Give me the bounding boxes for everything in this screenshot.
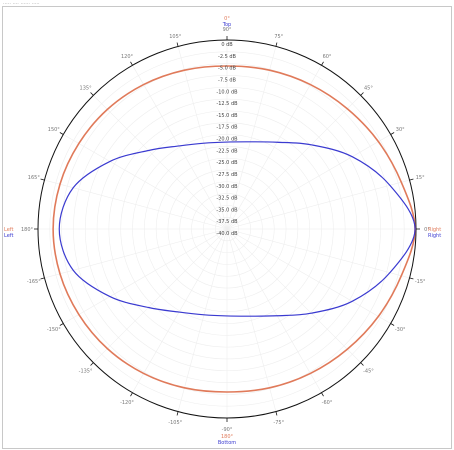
angle-tick-mark	[360, 362, 364, 366]
grid-spoke	[226, 134, 391, 230]
angle-tick-mark	[40, 178, 45, 181]
series-layer	[52, 65, 416, 393]
angle-tick-mark	[390, 132, 395, 135]
angle-tick-label: -45°	[363, 368, 374, 374]
angle-tick-label: 0°	[424, 227, 430, 233]
grid-spoke	[93, 95, 228, 230]
angle-tick-mark	[130, 61, 133, 66]
grid-spoke	[63, 228, 228, 324]
ring-label: -25.0 dB	[216, 160, 238, 166]
angle-tick-mark	[275, 42, 278, 47]
ring-label: -30.0 dB	[216, 184, 238, 190]
angle-tick-label: 180°	[21, 227, 34, 233]
ring-label: -22.5 dB	[216, 148, 238, 154]
angle-tick-mark	[59, 132, 64, 135]
angle-tick-label: -135°	[79, 368, 93, 374]
header-info: ····· ···· ······ ·····	[3, 1, 40, 7]
left-marker-a: Left	[4, 227, 13, 233]
angle-tick-mark	[59, 323, 64, 326]
grid-spoke	[226, 65, 322, 230]
angle-tick-label: -15°	[415, 279, 426, 285]
ring-label: -15.0 dB	[216, 113, 238, 119]
bottom-marker-a: 180°	[221, 434, 234, 440]
grid-spoke	[226, 228, 322, 393]
angle-tick-label: -30°	[395, 327, 406, 333]
plot-frame	[2, 6, 452, 449]
bottom-marker-b: Bottom	[218, 440, 236, 446]
grid-spoke	[226, 228, 391, 324]
angle-tick-mark	[90, 92, 94, 96]
angle-tick-mark	[390, 323, 395, 326]
left-marker-b: Left	[4, 233, 13, 239]
ring-label: -17.5 dB	[216, 125, 238, 131]
angle-tick-label: 135°	[80, 86, 93, 92]
angle-tick-layer: 0° 15° 30° 45° 60° 75° 90° 105° 120° 135° 150° 165°…	[21, 27, 430, 433]
grid-spoke	[226, 228, 361, 363]
angle-tick-label: -75°	[273, 420, 284, 426]
angle-tick-label: 60°	[323, 54, 332, 60]
ring-label: -32.5 dB	[216, 196, 238, 202]
grid-spoke	[226, 46, 277, 230]
angle-tick-label: 15°	[416, 175, 425, 181]
angle-tick-label: -150°	[47, 327, 61, 333]
angle-tick-mark	[360, 92, 364, 96]
ring-label: -37.5 dB	[216, 219, 238, 225]
angle-tick-mark	[176, 42, 179, 47]
grid-spoke	[44, 179, 228, 230]
grid-spoke	[226, 179, 410, 230]
grid-spoke	[132, 65, 228, 230]
angle-tick-label: 45°	[364, 86, 373, 92]
grid-spoke	[63, 134, 228, 230]
angle-tick-label: 30°	[396, 127, 405, 133]
angle-tick-label: 150°	[48, 127, 61, 133]
angle-tick-mark	[130, 392, 133, 397]
angle-tick-label: 75°	[274, 34, 283, 40]
angle-tick-label: 120°	[121, 54, 134, 60]
angle-tick-label: 90°	[223, 27, 232, 33]
grid-spoke	[132, 228, 228, 393]
ring-label: -10.0 dB	[216, 89, 238, 95]
grid-spoke	[226, 95, 361, 230]
angle-tick-mark	[40, 277, 45, 280]
angle-tick-label: -60°	[322, 400, 333, 406]
ring-label: -5.0 dB	[218, 66, 237, 72]
top-marker-a: 0°	[224, 16, 230, 22]
angle-tick-mark	[321, 61, 324, 66]
angle-tick-mark	[321, 392, 324, 397]
ring-label: 0 dB	[221, 42, 233, 48]
ring-label-layer: 0 dB -2.5 dB -5.0 dB -7.5 dB -10.0 dB -12.5 d…	[216, 42, 238, 237]
angle-tick-label: 105°	[169, 34, 182, 40]
ring-label: -12.5 dB	[216, 101, 238, 107]
angle-tick-mark	[409, 178, 414, 181]
grid-layer	[38, 40, 416, 418]
angle-tick-mark	[90, 362, 94, 366]
angle-tick-label: -165°	[27, 279, 41, 285]
ring-label: -7.5 dB	[218, 77, 237, 83]
ring-label: -2.5 dB	[218, 54, 237, 60]
ring-label: -40.0 dB	[216, 231, 238, 237]
angle-tick-label: -105°	[168, 420, 182, 426]
ring-label: -20.0 dB	[216, 137, 238, 143]
grid-spoke	[93, 228, 228, 363]
grid-spoke	[44, 228, 228, 279]
angle-tick-mark	[275, 411, 278, 416]
angle-tick-mark	[176, 411, 179, 416]
grid-spoke	[177, 46, 228, 230]
series-line-1	[52, 65, 416, 393]
angle-tick-label: -90°	[222, 427, 233, 433]
series-line-2	[58, 141, 416, 317]
grid-spoke	[226, 228, 410, 279]
grid-spoke	[177, 228, 228, 412]
right-marker-a: Right	[428, 227, 441, 233]
angle-tick-label: -120°	[120, 400, 134, 406]
angle-tick-mark	[409, 277, 414, 280]
angle-tick-label: 165°	[28, 175, 41, 181]
grid-spoke	[226, 228, 277, 412]
ring-label: -27.5 dB	[216, 172, 238, 178]
top-marker-b: Top	[222, 22, 231, 28]
right-marker-b: Right	[428, 233, 441, 239]
ring-label: -35.0 dB	[216, 207, 238, 213]
